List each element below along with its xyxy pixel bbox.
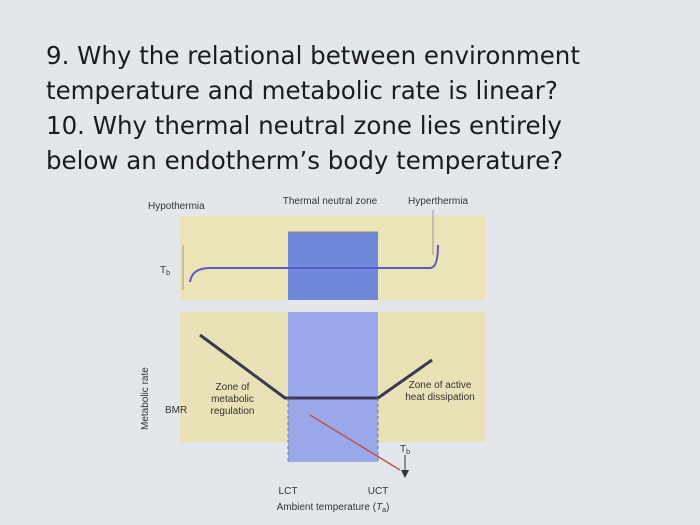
tb-label: Tb: [400, 444, 410, 456]
questions: 9. Why the relational between environmen…: [46, 38, 616, 178]
question: 10. Why thermal neutral zone lies entire…: [46, 111, 564, 175]
x-axis-label: Ambient temperature (Ta): [277, 502, 390, 514]
text: Zone of metabolic regulation: [210, 382, 255, 417]
text: T: [400, 444, 406, 455]
tb-label: Tb: [160, 265, 170, 277]
y-axis-label: Metabolic rate: [140, 367, 151, 430]
zone-label: Hypothermia: [148, 201, 205, 212]
arrow-head: [401, 470, 409, 478]
bmr-label: BMR: [165, 405, 187, 416]
question: 9. Why the relational between environmen…: [46, 41, 580, 105]
text: T: [160, 265, 166, 276]
metabolic-line: [199, 333, 433, 400]
zone-note: Zone of metabolic regulation: [210, 382, 255, 417]
text: Ambient temperature (: [277, 502, 377, 513]
zone-note: Zone of active heat dissipation: [405, 380, 475, 403]
text: ): [386, 502, 389, 513]
lct-label: LCT: [279, 486, 298, 497]
zone-label: Hyperthermia: [408, 196, 468, 207]
red-line: [309, 414, 401, 471]
text: T: [376, 502, 383, 513]
uct-label: UCT: [368, 486, 389, 497]
neutral-column: [288, 312, 378, 462]
text: Thermal neutral zone: [283, 196, 378, 207]
text: b: [166, 270, 170, 277]
text: a: [382, 507, 386, 514]
zone-label: Thermal neutral zone: [283, 196, 378, 207]
body-temp-line: [189, 244, 439, 283]
text: Zone of active heat dissipation: [405, 380, 475, 403]
neutral-column: [288, 232, 378, 300]
text: b: [406, 449, 410, 456]
